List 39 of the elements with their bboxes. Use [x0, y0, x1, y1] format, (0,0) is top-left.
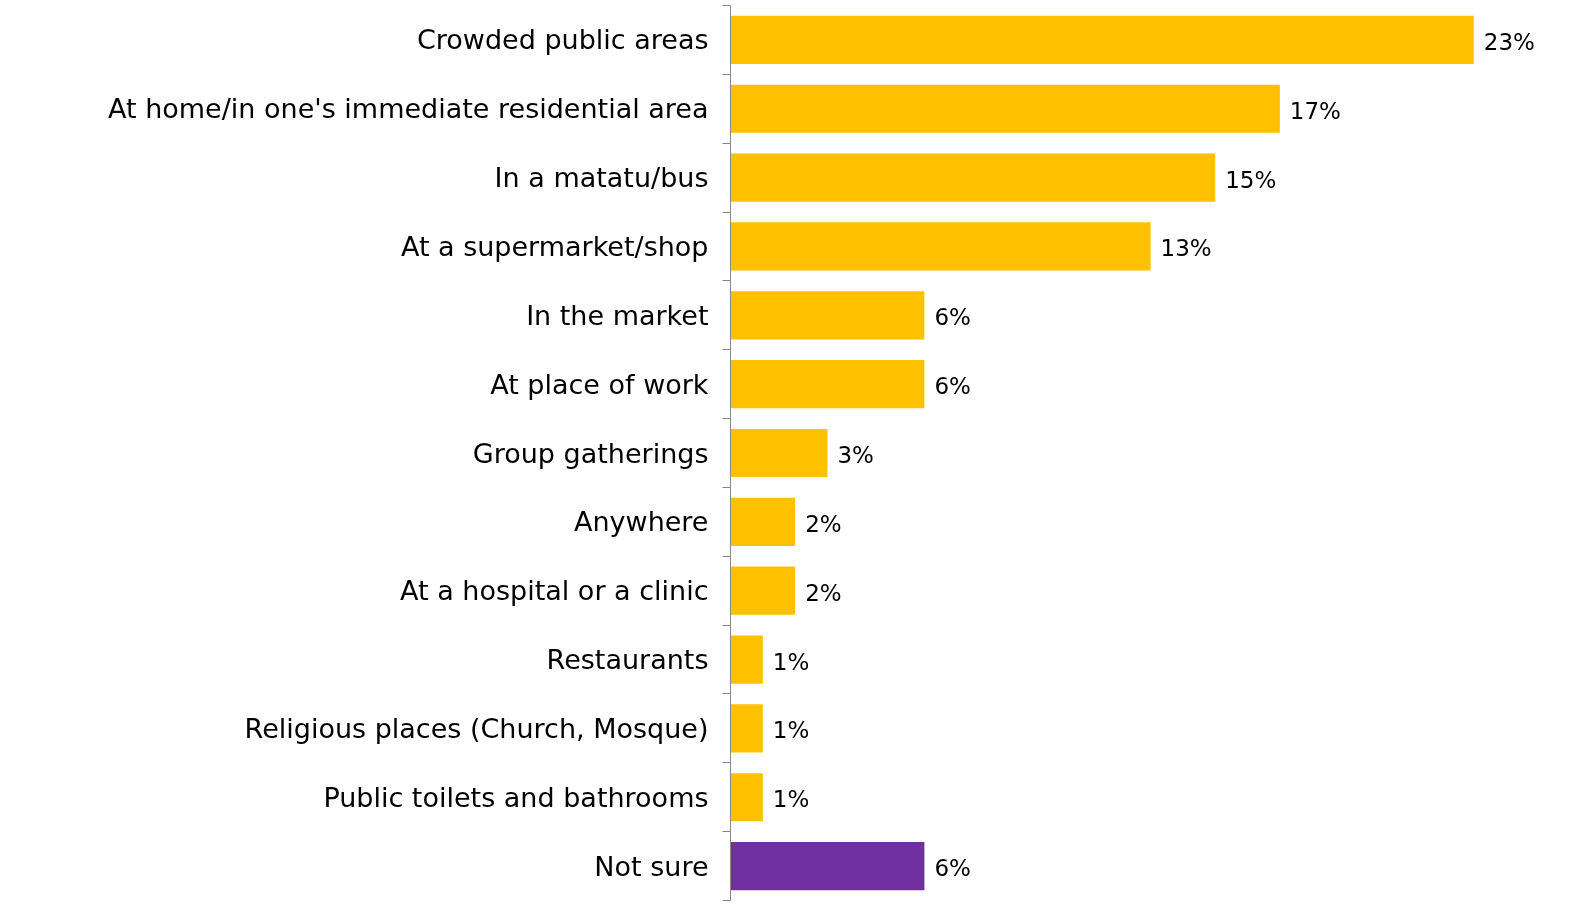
data-label: 6%: [934, 855, 971, 882]
bar: [730, 222, 1151, 271]
data-label: 2%: [805, 579, 842, 606]
bar: [730, 291, 925, 340]
y-tick-label: At place of work: [490, 368, 709, 400]
y-tick-label: Group gatherings: [472, 437, 709, 469]
data-label: 23%: [1483, 28, 1535, 55]
bar: [730, 428, 828, 478]
bar: [730, 360, 925, 409]
data-label: 6%: [934, 373, 971, 400]
y-tick-label: Public toilets and bathrooms: [323, 781, 709, 813]
bar: [730, 773, 763, 822]
bar: [730, 153, 1216, 202]
data-label: 15%: [1225, 166, 1277, 193]
y-tick-label: In a matatu/bus: [494, 162, 709, 194]
bar: [730, 841, 925, 891]
bar: [730, 704, 763, 753]
bar: [730, 15, 1474, 65]
data-label: 1%: [772, 717, 810, 744]
data-label: 17%: [1289, 97, 1341, 124]
bar: [730, 635, 763, 684]
y-tick-label: Crowded public areas: [416, 24, 709, 56]
y-tick-label: At a supermarket/shop: [400, 230, 709, 262]
y-tick-label: Not sure: [594, 850, 709, 882]
bar: [730, 497, 796, 546]
data-label: 13%: [1160, 235, 1212, 262]
data-label: 1%: [772, 648, 810, 675]
bar: [730, 566, 796, 615]
data-label: 3%: [837, 442, 874, 468]
y-tick-label: Restaurants: [546, 644, 709, 676]
bar: [730, 84, 1280, 133]
y-tick-label: Anywhere: [574, 506, 709, 538]
data-label: 1%: [772, 786, 810, 813]
y-tick-label: In the market: [526, 299, 709, 331]
y-tick-label: Religious places (Church, Mosque): [244, 712, 709, 744]
y-tick-label: At home/in one's immediate residential area: [108, 93, 709, 125]
data-label: 2%: [805, 510, 842, 537]
data-label: 6%: [934, 304, 971, 331]
y-tick-label: At a hospital or a clinic: [400, 575, 709, 607]
